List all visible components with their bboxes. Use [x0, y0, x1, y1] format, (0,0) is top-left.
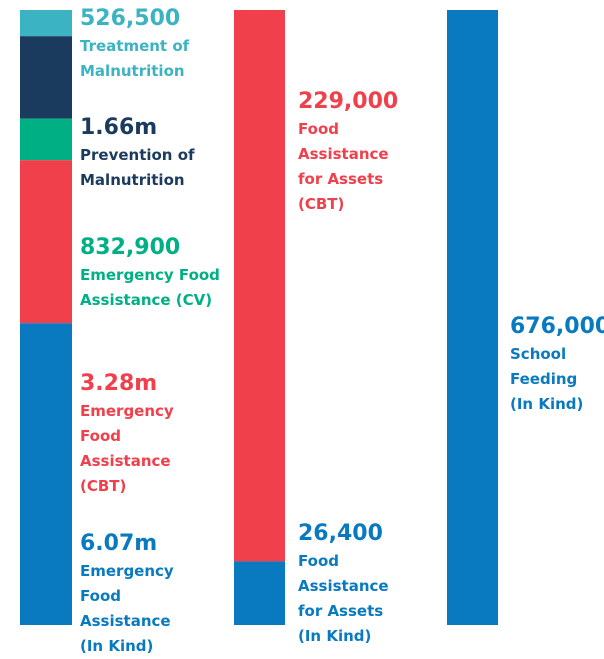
value-label: 229,000 [298, 89, 399, 114]
segment-name: Emergency Food Assistance (In Kind) [80, 562, 174, 655]
value-label: 526,500 [80, 6, 181, 31]
value-label: 3.28m [80, 371, 158, 396]
value-label: 1.66m [80, 115, 158, 140]
segment-name: Emergency Food Assistance (CV) [80, 266, 220, 309]
value-label: 832,900 [80, 235, 181, 260]
segment-label: 3.28m Emergency Food Assistance (CBT) [80, 369, 174, 499]
bar-segment [20, 36, 72, 119]
value-label: 676,000 [510, 314, 604, 339]
bar-segment [20, 10, 72, 37]
value-label: 6.07m [80, 531, 158, 556]
segment-label: 1.66m Prevention of Malnutrition [80, 113, 195, 193]
segment-name: Emergency Food Assistance (CBT) [80, 402, 174, 495]
segment-label: 26,400 Food Assistance for Assets (In Kin… [298, 519, 389, 649]
bar-segment [20, 118, 72, 161]
bar-segment [234, 10, 285, 562]
segment-name: Prevention of Malnutrition [80, 146, 195, 189]
bar-segment [447, 10, 498, 625]
segment-label: 526,500 Treatment of Malnutrition [80, 4, 189, 84]
segment-label: 676,000 School Feeding (In Kind) [510, 312, 604, 417]
segment-name: Food Assistance for Assets (CBT) [298, 120, 389, 213]
value-label: 26,400 [298, 521, 383, 546]
bar-segment [20, 323, 72, 625]
segment-label: 832,900 Emergency Food Assistance (CV) [80, 233, 220, 313]
bar-segment [234, 561, 285, 625]
segment-label: 229,000 Food Assistance for Assets (CBT) [298, 87, 398, 217]
bar-segment [20, 160, 72, 324]
segment-name: School Feeding (In Kind) [510, 345, 584, 413]
segment-name: Food Assistance for Assets (In Kind) [298, 552, 389, 645]
segment-label: 6.07m Emergency Food Assistance (In Kind) [80, 529, 174, 659]
segment-name: Treatment of Malnutrition [80, 37, 190, 80]
